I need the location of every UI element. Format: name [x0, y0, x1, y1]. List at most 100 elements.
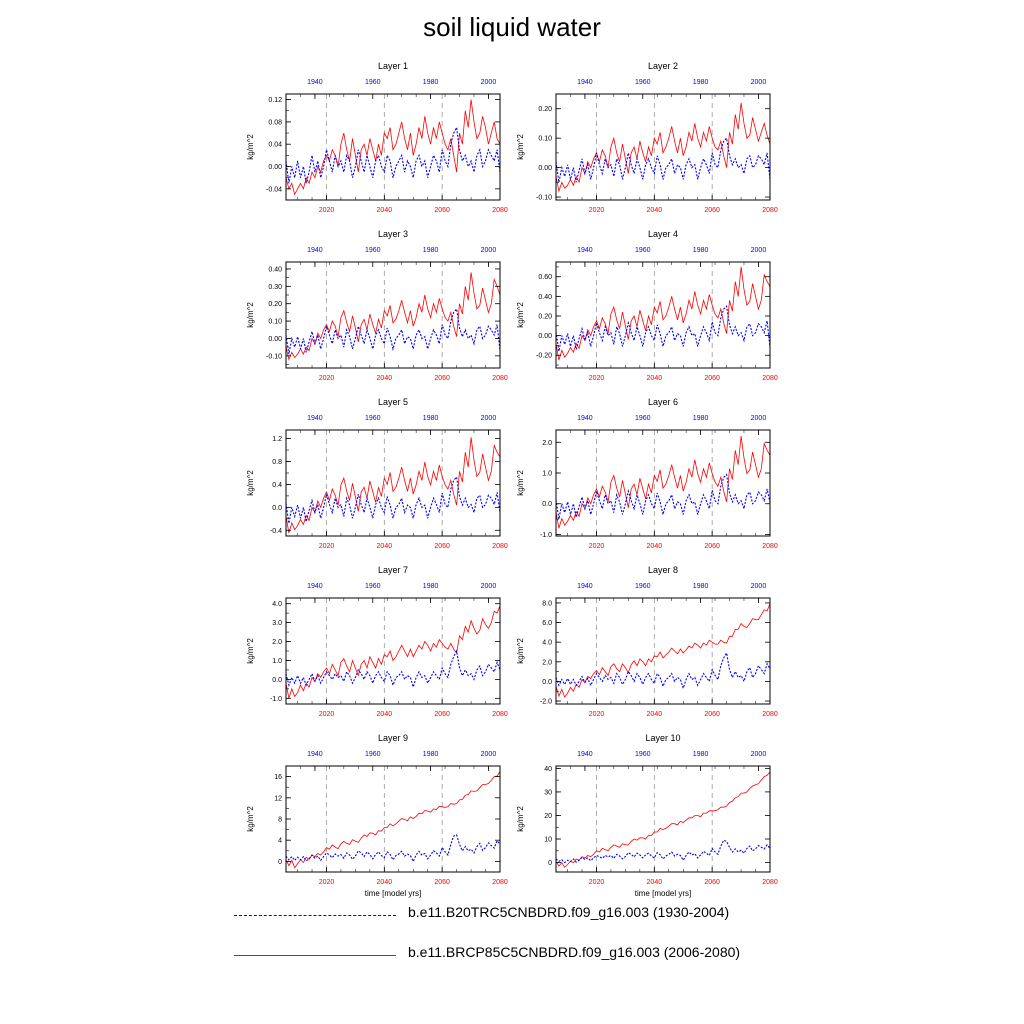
x-tick-label-bottom: 2040 — [647, 879, 663, 886]
x-tick-label-bottom: 2080 — [492, 207, 508, 214]
y-tick-label: 0.12 — [268, 97, 282, 104]
series-line-rcp85 — [285, 272, 501, 361]
plot-frame — [555, 429, 771, 537]
legend-label-rcp85: b.e11.BRCP85C5CNBDRD.f09_g16.003 (2006-2… — [408, 944, 741, 960]
y-tick-label: 2.0 — [272, 639, 282, 646]
y-tick-label: 2.0 — [542, 440, 552, 447]
y-axis-label: kg/m^2 — [246, 638, 255, 664]
x-tick-label-top: 2000 — [751, 751, 767, 758]
x-tick-label-bottom: 2040 — [647, 207, 663, 214]
series-line-historical — [285, 475, 501, 524]
y-tick-label: 1.0 — [542, 471, 552, 478]
x-tick-label-bottom: 2040 — [377, 375, 393, 382]
series-line-historical — [555, 137, 771, 183]
x-tick-label-bottom: 2040 — [377, 711, 393, 718]
legend-label-historical: b.e11.B20TRC5CNBDRD.f09_g16.003 (1930-20… — [408, 904, 730, 920]
y-tick-label: 0.20 — [268, 301, 282, 308]
series-line-historical — [555, 305, 771, 352]
x-tick-label-top: 1960 — [635, 751, 651, 758]
x-tick-label-bottom: 2020 — [589, 207, 605, 214]
x-tick-label-bottom: 2080 — [762, 543, 778, 550]
y-tick-label: 0.00 — [268, 336, 282, 343]
y-tick-label: 0.60 — [538, 274, 552, 281]
x-tick-label-bottom: 2020 — [589, 375, 605, 382]
panel-title: Layer 6 — [648, 397, 678, 407]
series-line-rcp85 — [285, 771, 501, 869]
x-tick-label-top: 2000 — [481, 583, 497, 590]
y-tick-label: 0.30 — [268, 284, 282, 291]
x-axis-label: time [model yrs] — [365, 889, 421, 898]
x-tick-label-bottom: 2060 — [434, 879, 450, 886]
series-line-rcp85 — [285, 437, 501, 534]
plot-frame — [285, 429, 501, 537]
panel-title: Layer 3 — [378, 229, 408, 239]
series-line-historical — [555, 839, 771, 864]
x-tick-label-top: 1980 — [693, 247, 709, 254]
x-tick-label-top: 1940 — [307, 583, 323, 590]
series-line-historical — [285, 125, 501, 184]
x-tick-label-bottom: 2080 — [762, 207, 778, 214]
y-tick-label: 0.0 — [542, 679, 552, 686]
plot-frame — [285, 93, 501, 201]
series-line-rcp85 — [555, 266, 771, 361]
panel-layer-2: Layer 2 -0.10 0.00 0.10 0.20 kg/m^2 2020 2040 20… — [516, 61, 778, 214]
panel-layer-5: Layer 5 -0.4 0.0 0.4 0.8 1.2 kg/m^2 2020 2040 206… — [246, 397, 508, 550]
y-tick-label: 0.40 — [538, 294, 552, 301]
x-tick-label-bottom: 2080 — [762, 711, 778, 718]
x-tick-label-top: 1940 — [577, 583, 593, 590]
x-tick-label-top: 1980 — [423, 79, 439, 86]
x-tick-label-bottom: 2020 — [319, 207, 335, 214]
x-tick-label-bottom: 2080 — [762, 375, 778, 382]
y-axis-label: kg/m^2 — [246, 134, 255, 160]
legend-swatch-solid — [234, 955, 396, 956]
y-tick-label: 0.20 — [538, 106, 552, 113]
legend-item-rcp85: b.e11.BRCP85C5CNBDRD.f09_g16.003 (2006-2… — [234, 944, 834, 968]
x-tick-label-top: 1980 — [693, 79, 709, 86]
x-tick-label-top: 1980 — [693, 415, 709, 422]
y-tick-label: 4 — [278, 838, 282, 845]
x-tick-label-bottom: 2040 — [647, 711, 663, 718]
y-axis-label: kg/m^2 — [516, 134, 525, 160]
legend-item-historical: b.e11.B20TRC5CNBDRD.f09_g16.003 (1930-20… — [234, 904, 834, 928]
x-tick-label-top: 1940 — [577, 79, 593, 86]
y-tick-label: 10 — [544, 837, 552, 844]
y-tick-label: 16 — [274, 774, 282, 781]
x-tick-label-bottom: 2060 — [434, 711, 450, 718]
y-tick-label: 0.0 — [272, 677, 282, 684]
y-tick-label: -1.0 — [270, 696, 282, 703]
series-line-historical — [285, 649, 501, 689]
x-tick-label-bottom: 2080 — [492, 543, 508, 550]
y-tick-label: 1.0 — [272, 658, 282, 665]
panel-layer-7: Layer 7 -1.0 0.0 1.0 2.0 3.0 4.0 kg/m^2 2020 2040… — [246, 565, 508, 718]
series-line-rcp85 — [555, 102, 771, 193]
panel-title: Layer 4 — [648, 229, 678, 239]
y-tick-label: -0.20 — [536, 353, 552, 360]
series-line-historical — [285, 307, 501, 355]
x-tick-label-top: 1940 — [307, 751, 323, 758]
y-tick-label: 4.0 — [542, 640, 552, 647]
panel-title: Layer 2 — [648, 61, 678, 71]
panel-title: Layer 8 — [648, 565, 678, 575]
x-tick-label-bottom: 2020 — [319, 375, 335, 382]
x-tick-label-top: 1960 — [635, 415, 651, 422]
x-tick-label-top: 1960 — [635, 247, 651, 254]
x-tick-label-top: 2000 — [481, 79, 497, 86]
panel-title: Layer 10 — [645, 733, 680, 743]
x-tick-label-top: 1940 — [307, 415, 323, 422]
legend-swatch-dashed — [234, 915, 396, 916]
y-axis-label: kg/m^2 — [516, 806, 525, 832]
y-tick-label: 0.20 — [538, 313, 552, 320]
y-tick-label: 0 — [548, 860, 552, 867]
x-tick-label-top: 2000 — [751, 79, 767, 86]
x-tick-label-bottom: 2020 — [589, 879, 605, 886]
x-tick-label-bottom: 2060 — [704, 543, 720, 550]
y-tick-label: 1.2 — [272, 436, 282, 443]
y-tick-label: 0.0 — [542, 501, 552, 508]
y-axis-label: kg/m^2 — [246, 806, 255, 832]
panel-layer-3: Layer 3 -0.10 0.00 0.10 0.20 0.30 0.40 kg/m^2 20… — [246, 229, 508, 382]
x-tick-label-top: 1960 — [365, 751, 381, 758]
y-tick-label: 0.4 — [272, 482, 282, 489]
y-tick-label: -1.0 — [540, 532, 552, 539]
x-axis-label: time [model yrs] — [635, 889, 691, 898]
x-tick-label-top: 1960 — [635, 583, 651, 590]
